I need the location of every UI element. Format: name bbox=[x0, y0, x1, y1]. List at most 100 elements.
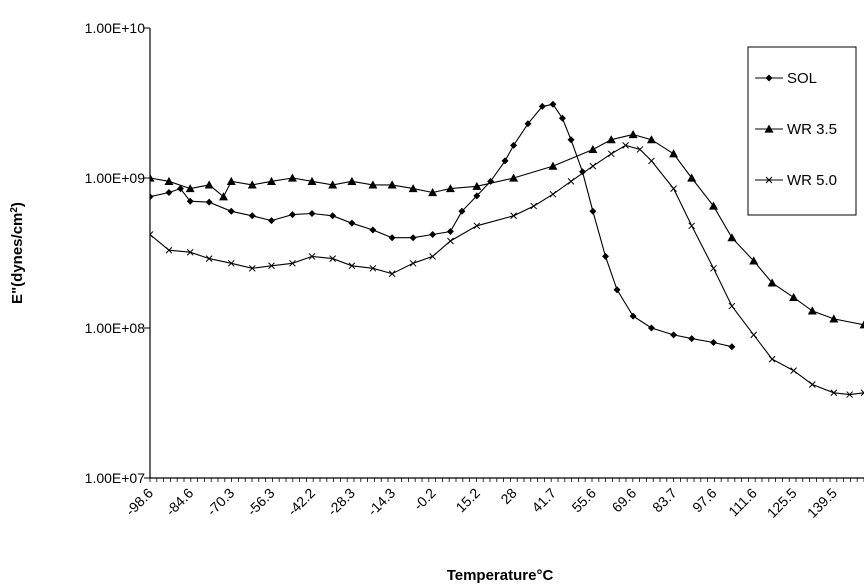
data-point bbox=[150, 231, 154, 238]
data-point bbox=[765, 176, 773, 184]
data-point bbox=[589, 162, 597, 170]
x-tick-label: 69.6 bbox=[609, 485, 640, 516]
data-point bbox=[266, 176, 276, 185]
legend: SOL WR 3.5 WR 5.0 bbox=[747, 46, 857, 216]
data-point bbox=[688, 335, 696, 343]
data-point bbox=[629, 312, 637, 320]
data-point bbox=[307, 176, 317, 185]
x-tick-label: -0.2 bbox=[410, 485, 439, 514]
x-tick-label: -84.6 bbox=[162, 485, 196, 519]
data-point bbox=[647, 324, 655, 332]
data-point bbox=[288, 211, 296, 219]
data-point bbox=[808, 381, 816, 388]
data-point bbox=[524, 120, 532, 128]
data-point bbox=[830, 389, 838, 397]
data-point bbox=[607, 150, 615, 158]
data-point bbox=[446, 227, 454, 235]
data-point bbox=[648, 157, 655, 165]
x-tick-label: -56.3 bbox=[244, 485, 278, 519]
y-axis-title-main: E"(dynes/cm bbox=[9, 213, 26, 304]
x-axis: -98.6 -84.6 -70.3 -56.3 -42.2 -28.3 -14.3 -0.2 1… bbox=[122, 477, 864, 521]
data-point bbox=[308, 209, 316, 217]
x-tick-label: 111.6 bbox=[725, 485, 760, 520]
series-line bbox=[150, 133, 864, 326]
data-point bbox=[227, 207, 235, 215]
data-point bbox=[186, 197, 194, 205]
data-point bbox=[727, 233, 737, 242]
data-point bbox=[388, 270, 396, 278]
data-point bbox=[347, 176, 357, 185]
x-axis-title: Temperature°C bbox=[447, 567, 554, 584]
data-point bbox=[185, 184, 195, 193]
data-point bbox=[710, 264, 717, 272]
data-point bbox=[709, 201, 719, 210]
data-point bbox=[558, 114, 566, 122]
data-point bbox=[859, 320, 864, 329]
x-tick-label: 15.2 bbox=[452, 485, 483, 516]
data-point bbox=[588, 144, 598, 154]
data-point bbox=[387, 180, 397, 189]
x-tick-label: -70.3 bbox=[204, 485, 238, 519]
data-point bbox=[728, 343, 736, 351]
data-point bbox=[186, 248, 194, 256]
data-point bbox=[447, 237, 454, 245]
data-point bbox=[749, 256, 759, 265]
data-point bbox=[670, 331, 678, 339]
series-line bbox=[150, 103, 733, 348]
y-axis-title-close: ) bbox=[9, 202, 26, 207]
data-point bbox=[289, 259, 296, 267]
data-point bbox=[150, 173, 155, 182]
data-point bbox=[227, 259, 235, 267]
data-point bbox=[472, 181, 482, 190]
data-point bbox=[768, 355, 776, 363]
data-point bbox=[579, 168, 587, 176]
x-tick-label: 125.5 bbox=[764, 485, 800, 521]
data-point bbox=[458, 207, 466, 215]
data-point bbox=[329, 212, 337, 220]
data-point bbox=[205, 198, 213, 206]
data-point bbox=[636, 146, 644, 153]
data-point bbox=[348, 262, 356, 270]
series-sol bbox=[150, 100, 736, 351]
data-point bbox=[150, 193, 154, 201]
data-point bbox=[606, 135, 616, 144]
y-tick-label: 1.00E+10 bbox=[85, 20, 146, 36]
data-point bbox=[369, 226, 377, 234]
data-point bbox=[409, 259, 417, 267]
data-point bbox=[670, 185, 677, 192]
data-point bbox=[501, 157, 509, 165]
data-point bbox=[368, 180, 378, 189]
legend-label: WR 3.5 bbox=[787, 121, 837, 138]
data-point bbox=[268, 262, 275, 270]
data-point bbox=[860, 389, 864, 397]
x-tick-label: -28.3 bbox=[324, 485, 358, 519]
data-point bbox=[369, 264, 377, 272]
data-point bbox=[613, 286, 621, 294]
data-point bbox=[567, 136, 575, 144]
data-point bbox=[510, 141, 518, 149]
data-point bbox=[764, 124, 774, 133]
data-point bbox=[622, 142, 629, 149]
data-point bbox=[473, 192, 481, 200]
y-tick-label: 1.00E+08 bbox=[85, 320, 146, 336]
data-point bbox=[473, 222, 481, 230]
data-point bbox=[509, 173, 519, 182]
y-axis: 1.00E+07 1.00E+08 1.00E+09 1.00E+10 bbox=[85, 20, 151, 486]
data-point bbox=[510, 212, 517, 220]
data-point bbox=[567, 177, 575, 185]
x-tick-label: 28 bbox=[497, 485, 519, 507]
data-point bbox=[408, 184, 418, 193]
data-point bbox=[388, 234, 396, 242]
data-point bbox=[219, 192, 229, 201]
data-point bbox=[728, 302, 736, 310]
data-point bbox=[765, 74, 773, 82]
data-point bbox=[710, 339, 718, 347]
y-tick-label: 1.00E+07 bbox=[85, 470, 146, 486]
data-point bbox=[267, 217, 275, 225]
data-point bbox=[750, 331, 758, 339]
y-axis-title-superscript: 2 bbox=[9, 207, 20, 213]
data-point bbox=[846, 391, 853, 398]
legend-item: SOL bbox=[755, 70, 817, 87]
data-point bbox=[328, 180, 338, 189]
data-point bbox=[602, 252, 610, 260]
